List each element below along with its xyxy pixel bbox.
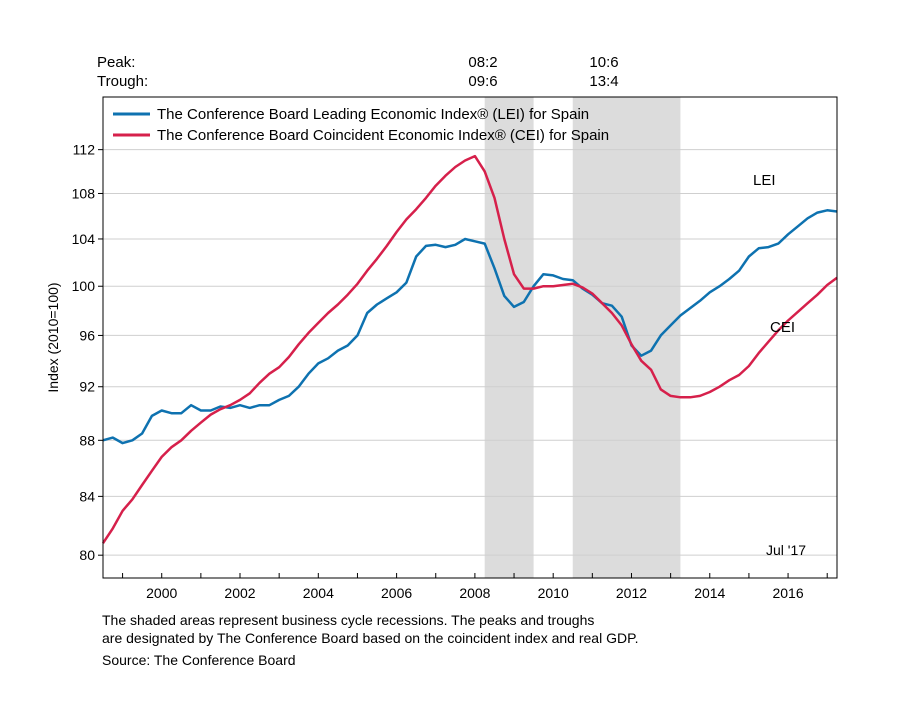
y-tick-label-80: 80 — [79, 547, 95, 563]
annotation-lei: LEI — [753, 172, 776, 189]
plot-area — [103, 97, 837, 578]
trough-date-2: 13:4 — [589, 73, 618, 90]
y-tick-label-88: 88 — [79, 432, 95, 448]
footnote-designation: are designated by The Conference Board b… — [102, 630, 639, 646]
x-tick-label-2006: 2006 — [381, 585, 412, 601]
peak-date-2: 10:6 — [589, 54, 618, 71]
x-tick-label-2000: 2000 — [146, 585, 177, 601]
x-tick-label-2004: 2004 — [303, 585, 334, 601]
x-tick-label-2016: 2016 — [772, 585, 803, 601]
trough-label: Trough: — [97, 73, 148, 90]
series-line-cei — [101, 154, 838, 544]
legend-label-lei: The Conference Board Leading Economic In… — [157, 106, 589, 123]
peak-date-1: 08:2 — [468, 54, 497, 71]
annotation-cei: CEI — [770, 319, 795, 336]
x-tick-label-2014: 2014 — [694, 585, 725, 601]
chart: 80 84 88 92 96 100 104 108 112 2000 2002 2004 2006 20… — [45, 54, 838, 601]
plot-frame — [102, 96, 838, 579]
footnote-shaded-areas: The shaded areas represent business cycl… — [102, 612, 595, 628]
x-tick-label-2012: 2012 — [616, 585, 647, 601]
y-tick-label-112: 112 — [73, 142, 96, 158]
x-tick-label-2002: 2002 — [224, 585, 255, 601]
x-tick-label-2010: 2010 — [538, 585, 569, 601]
recession-band-1 — [484, 97, 534, 578]
legend-label-cei: The Conference Board Coincident Economic… — [157, 127, 609, 144]
y-tick-label-92: 92 — [79, 379, 95, 395]
annotation-date: Jul '17 — [766, 542, 806, 558]
peak-label: Peak: — [97, 54, 135, 71]
y-axis-label: Index (2010=100) — [45, 282, 61, 392]
y-tick-label-108: 108 — [72, 185, 96, 201]
y-tick-label-100: 100 — [72, 278, 96, 294]
x-tick-label-2008: 2008 — [459, 585, 490, 601]
y-tick-label-84: 84 — [79, 488, 95, 504]
y-tick-label-104: 104 — [72, 231, 96, 247]
y-tick-label-96: 96 — [79, 327, 95, 343]
source-note: Source: The Conference Board — [102, 652, 296, 668]
trough-date-1: 09:6 — [468, 73, 497, 90]
